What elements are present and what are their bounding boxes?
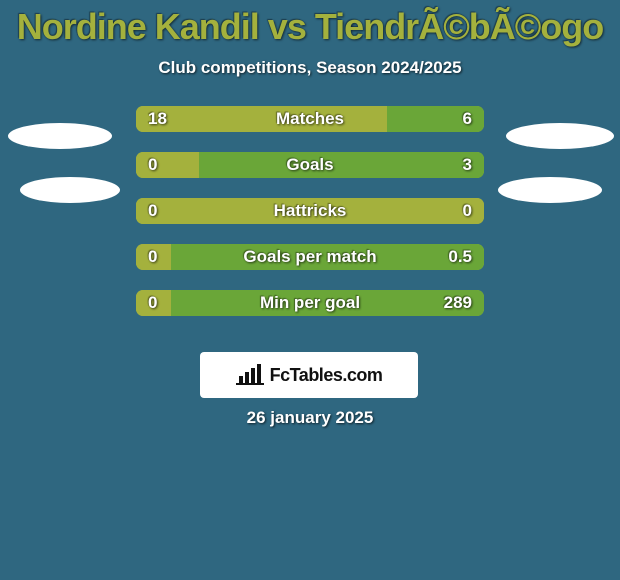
date-label: 26 january 2025 — [0, 408, 620, 428]
stat-row: 0289Min per goal — [0, 290, 620, 316]
barchart-icon — [236, 364, 264, 386]
metric-label: Goals per match — [136, 244, 484, 270]
stat-row: 186Matches — [0, 106, 620, 132]
metric-label: Goals — [136, 152, 484, 178]
logo-box: FcTables.com — [200, 352, 418, 398]
metric-label: Min per goal — [136, 290, 484, 316]
metric-label: Matches — [136, 106, 484, 132]
page-title: Nordine Kandil vs TiendrÃ©bÃ©ogo — [0, 0, 620, 48]
stat-row: 00Hattricks — [0, 198, 620, 224]
stat-row: 00.5Goals per match — [0, 244, 620, 270]
page-subtitle: Club competitions, Season 2024/2025 — [0, 58, 620, 78]
metric-label: Hattricks — [136, 198, 484, 224]
logo-text: FcTables.com — [270, 365, 383, 386]
comparison-infographic: Nordine Kandil vs TiendrÃ©bÃ©ogo Club co… — [0, 0, 620, 580]
stat-row: 03Goals — [0, 152, 620, 178]
